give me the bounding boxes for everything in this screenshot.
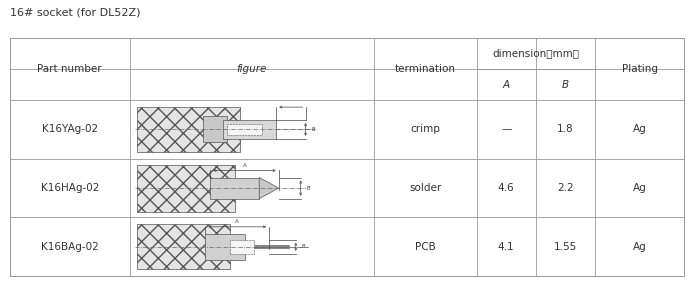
Text: PCB: PCB: [415, 242, 436, 252]
Bar: [203, 116, 228, 142]
Bar: [137, 225, 230, 269]
Text: Ag: Ag: [633, 124, 647, 134]
Text: 16# socket (for DL52Z): 16# socket (for DL52Z): [10, 8, 140, 18]
Text: Ag: Ag: [633, 242, 647, 252]
Text: figure: figure: [237, 64, 267, 74]
Bar: [137, 107, 239, 152]
Text: B: B: [312, 127, 315, 132]
Text: B: B: [307, 186, 310, 190]
Text: 1.8: 1.8: [557, 124, 574, 134]
Text: A: A: [502, 80, 510, 90]
Text: 1.55: 1.55: [554, 242, 577, 252]
Bar: [228, 124, 262, 135]
Text: —: —: [501, 124, 511, 134]
Text: A: A: [235, 219, 239, 225]
Bar: [10, 38, 684, 276]
Bar: [254, 245, 289, 248]
Text: Part number: Part number: [37, 64, 102, 74]
Text: K16HAg-02: K16HAg-02: [40, 183, 99, 193]
Text: 2.2: 2.2: [557, 183, 574, 193]
Polygon shape: [259, 178, 279, 199]
Text: 4.6: 4.6: [498, 183, 514, 193]
Text: A: A: [243, 163, 246, 168]
Text: dimension（mm）: dimension（mm）: [493, 49, 579, 59]
Text: Plating: Plating: [622, 64, 658, 74]
Text: B: B: [302, 244, 305, 249]
Bar: [205, 234, 244, 260]
Text: crimp: crimp: [410, 124, 440, 134]
Text: termination: termination: [395, 64, 456, 74]
Text: solder: solder: [409, 183, 441, 193]
Text: B: B: [562, 80, 569, 90]
Text: 4.1: 4.1: [498, 242, 514, 252]
Text: Ag: Ag: [633, 183, 647, 193]
Text: K16BAg-02: K16BAg-02: [41, 242, 99, 252]
Bar: [230, 240, 254, 254]
Bar: [210, 178, 259, 199]
Bar: [137, 165, 235, 212]
Bar: [223, 120, 276, 139]
Text: K16YAg-02: K16YAg-02: [42, 124, 98, 134]
